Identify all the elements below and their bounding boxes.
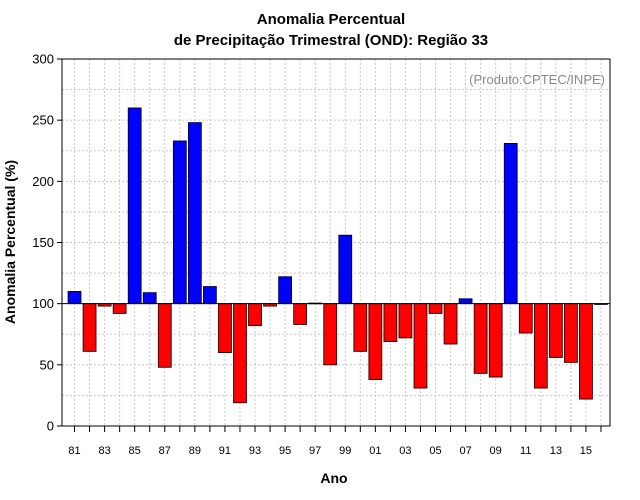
y-tick-label: 100 [32,296,54,311]
bar-90 [203,286,217,305]
bar-03 [398,303,413,339]
x-tick-label: 81 [68,445,80,457]
y-tick-label: 0 [47,419,54,434]
bar-87 [157,303,172,368]
bar-82 [82,303,97,352]
bar-05 [428,303,443,314]
y-tick-label: 200 [32,174,54,189]
bar-95 [278,276,292,305]
x-tick-label: 85 [129,445,141,457]
x-axis-ticks: 81 83 85 87 89 91 93 95 97 99 01 03 05 07 09 11 13 15 [68,426,602,457]
chart-title-line2: de Precipitação Trimestral (OND): Região… [174,32,488,49]
bar-85 [127,107,142,305]
bar-91 [218,303,232,353]
bar-06 [443,303,458,345]
bar-93 [248,303,262,327]
bar-88 [172,140,187,305]
x-tick-label: 11 [520,445,531,457]
bar-02 [383,303,398,342]
y-tick-label: 50 [40,357,54,372]
bars [67,107,608,404]
x-tick-label: 87 [159,445,171,457]
y-tick-label: 300 [32,52,54,67]
bar-86 [142,292,157,305]
bar-81 [67,291,82,305]
bar-99 [338,234,353,305]
bar-00 [353,303,368,352]
bar-08 [473,303,488,374]
x-tick-label: 03 [399,445,411,457]
bar-01 [368,303,383,380]
bar-09 [488,303,503,378]
y-axis-ticks: 0 50 100 150 200 250 300 [32,52,62,434]
x-axis-label: Ano [320,470,347,486]
bar-11 [518,303,533,334]
x-tick-label: 07 [459,445,471,457]
bar-84 [112,303,127,314]
grid [62,59,610,426]
bar-04 [413,303,428,389]
x-tick-label: 01 [369,445,381,457]
x-tick-label: 89 [189,445,201,457]
y-axis-label: Anomalia Percentual (%) [2,160,18,324]
bar-07 [458,298,473,305]
x-tick-label: 93 [249,445,261,457]
x-tick-label: 91 [219,445,231,457]
bar-10 [503,143,518,305]
bar-14 [564,303,578,363]
x-tick-label: 97 [309,445,321,457]
x-tick-label: 99 [339,445,351,457]
bar-89 [187,122,202,305]
y-tick-label: 250 [32,113,54,128]
x-tick-label: 13 [550,445,562,457]
chart-title-line1: Anomalia Percentual [257,11,405,28]
bar-15 [579,303,593,400]
bar-96 [293,303,308,325]
x-tick-label: 15 [580,445,592,457]
x-tick-label: 83 [98,445,110,457]
y-tick-label: 150 [32,235,54,250]
bar-12 [533,303,548,389]
bar-13 [548,303,563,358]
x-tick-label: 05 [429,445,441,457]
bar-98 [323,303,338,366]
credit-annotation: (Produto:CPTEC/INPE) [469,72,605,87]
x-tick-label: 09 [490,445,502,457]
x-tick-label: 95 [279,445,291,457]
bar-92 [233,303,247,404]
